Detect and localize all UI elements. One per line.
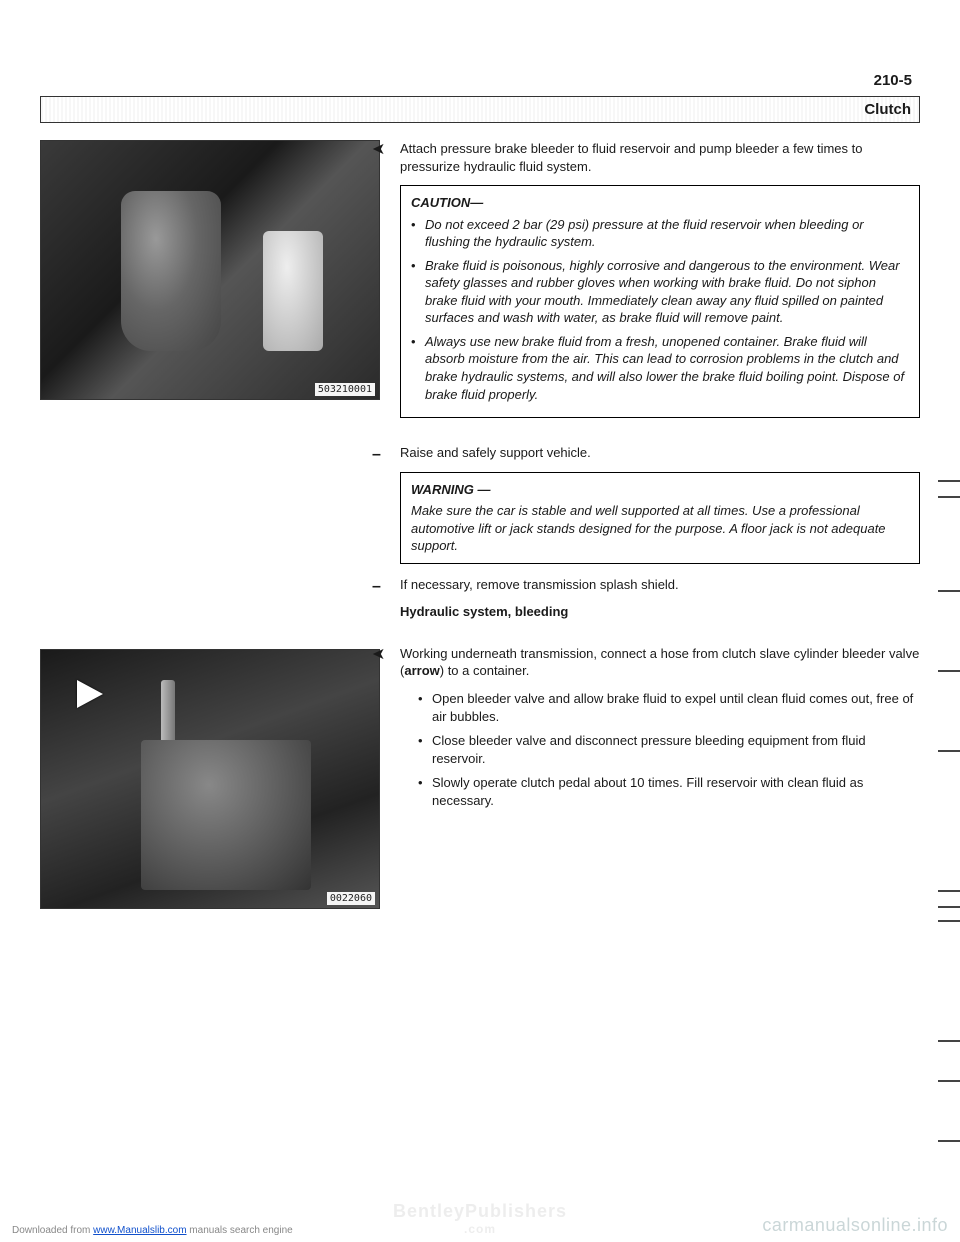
subheading-hydraulic-bleeding: Hydraulic system, bleeding (400, 603, 920, 621)
paragraph-splash-shield: – If necessary, remove transmission spla… (400, 576, 920, 594)
watermark-site: carmanualsonline.info (762, 1215, 948, 1236)
warning-title: WARNING — (411, 481, 909, 499)
paragraph-attach-bleeder: ➤ Attach pressure brake bleeder to fluid… (400, 140, 920, 175)
figure-brake-bleeder: 503210001 (40, 140, 380, 400)
dash-marker: – (372, 444, 381, 466)
footer-download-source: Downloaded from www.Manualslib.com manua… (12, 1225, 293, 1236)
paragraph-working-underneath: ➤ Working underneath transmission, conne… (400, 645, 920, 680)
page-number: 210-5 (874, 72, 912, 89)
reservoir-shape (263, 231, 323, 351)
procedure-bullet: Close bleeder valve and disconnect press… (418, 732, 920, 767)
figure-1-label: 503210001 (315, 383, 375, 396)
warning-box: WARNING — Make sure the car is stable an… (400, 472, 920, 564)
content-area: 503210001 ➤ Attach pressure brake bleede… (40, 140, 920, 1182)
page-footer: BentleyPublishers .com Downloaded from w… (0, 1201, 960, 1236)
warning-text: Make sure the car is stable and well sup… (411, 502, 909, 555)
caution-box: CAUTION— Do not exceed 2 bar (29 psi) pr… (400, 185, 920, 418)
bleeder-tank-shape (121, 191, 221, 351)
caution-item: Always use new brake fluid from a fresh,… (411, 333, 909, 403)
caution-item: Brake fluid is poisonous, highly corrosi… (411, 257, 909, 327)
working-text-arrow: arrow (404, 663, 439, 678)
paragraph-raise-text: Raise and safely support vehicle. (400, 445, 591, 460)
manual-page: 210-5 Clutch 503210001 ➤ Attach pressure… (0, 0, 960, 1242)
arrow-indicator (77, 680, 103, 708)
pointer-icon: ➤ (372, 142, 385, 158)
figure-slave-cylinder: 0022060 (40, 649, 380, 909)
caution-item: Do not exceed 2 bar (29 psi) pressure at… (411, 216, 909, 251)
pointer-icon: ➤ (372, 647, 385, 663)
dash-marker: – (372, 576, 381, 598)
paragraph-attach-text: Attach pressure brake bleeder to fluid r… (400, 141, 862, 174)
paragraph-splash-text: If necessary, remove transmission splash… (400, 577, 679, 592)
figure-2-label: 0022060 (327, 892, 375, 905)
procedure-bullet: Open bleeder valve and allow brake fluid… (418, 690, 920, 725)
transmission-block-shape (141, 740, 311, 890)
procedure-bullets: Open bleeder valve and allow brake fluid… (400, 690, 920, 809)
caution-title: CAUTION— (411, 194, 909, 212)
working-text-suffix: ) to a container. (440, 663, 530, 678)
paragraph-raise-vehicle: – Raise and safely support vehicle. (400, 444, 920, 462)
procedure-bullet: Slowly operate clutch pedal about 10 tim… (418, 774, 920, 809)
right-edge-marks (932, 440, 960, 1140)
manualslib-link[interactable]: www.Manualslib.com (93, 1225, 186, 1236)
section-title-bar: Clutch (40, 96, 920, 123)
